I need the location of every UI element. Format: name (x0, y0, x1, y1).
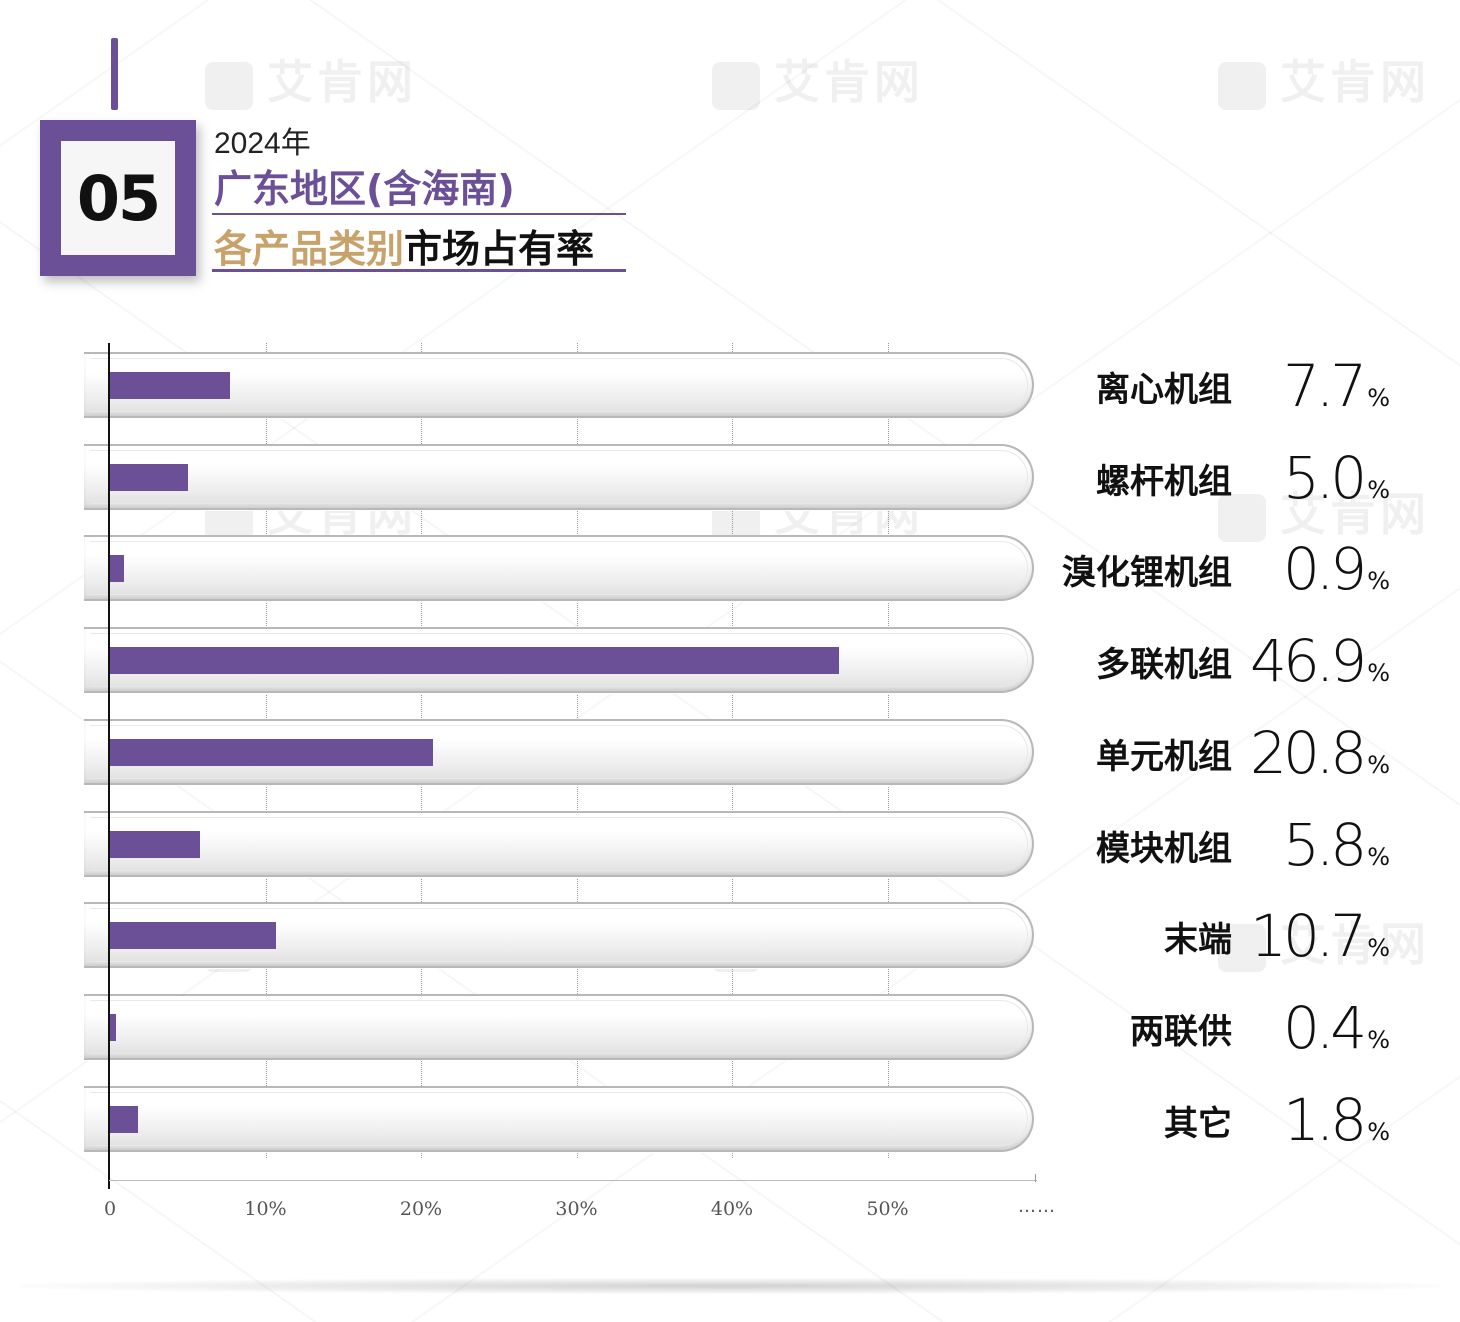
subtitle-dark: 市场占有率 (404, 227, 595, 271)
title-subtitle: 各产品类别市场占有率 (214, 218, 594, 273)
title-region: 广东地区(含海南) (214, 167, 515, 211)
value-label: 5.8% (1283, 811, 1390, 879)
watermark-logo-icon (1218, 493, 1266, 542)
x-tick-label: 30% (555, 1198, 598, 1220)
value-label: 10.7% (1250, 902, 1390, 970)
watermark-logo-icon (712, 61, 760, 110)
bar (110, 1105, 138, 1133)
category-label: 模块机组 (1096, 828, 1232, 869)
bar-track (84, 352, 1034, 418)
accent-line (111, 38, 118, 110)
bar (110, 1013, 117, 1041)
chart-row: 其它 1.8% (0, 1084, 1460, 1154)
subtitle-gold: 各产品类别 (214, 227, 405, 271)
value-number: 5.0 (1282, 443, 1367, 512)
value-number: 1.8 (1282, 1085, 1367, 1154)
y-axis (108, 343, 110, 1189)
bar-track (84, 535, 1034, 602)
value-label: 0.4% (1283, 994, 1390, 1062)
percent-sign: % (1367, 659, 1390, 688)
bar (110, 372, 230, 399)
value-number: 0.4 (1282, 993, 1367, 1062)
watermark: 艾肯网 (1218, 908, 1430, 974)
chart-row: 螺杆机组 5.0% (0, 442, 1460, 512)
x-tick-label: 0 (103, 1198, 117, 1220)
x-tick-label: 40% (710, 1198, 754, 1220)
chart-row: 多联机组 46.9% (0, 625, 1460, 695)
title-year: 2024年 (214, 127, 311, 160)
watermark-logo-icon (205, 61, 253, 110)
category-label: 末端 (1164, 920, 1232, 961)
x-axis-end-tick (1035, 1174, 1036, 1182)
x-tick-label: 20% (399, 1198, 443, 1220)
bar (110, 922, 277, 950)
chart-row: 溴化锂机组 0.9% (0, 533, 1460, 603)
chart-row: 模块机组 5.8% (0, 809, 1460, 879)
value-label: 1.8% (1283, 1086, 1390, 1154)
x-tick-label: 50% (866, 1198, 909, 1220)
watermark-logo-icon (1218, 61, 1266, 110)
chart-row: 单元机组 20.8% (0, 717, 1460, 787)
percent-sign: % (1367, 567, 1390, 596)
chart-row: 离心机组 7.7% (0, 350, 1460, 420)
bar (110, 738, 434, 766)
value-number: 0.9 (1282, 535, 1367, 604)
watermark: 艾肯网 (205, 46, 417, 112)
category-label: 溴化锂机组 (1062, 553, 1232, 594)
bar-track (84, 993, 1034, 1060)
value-number: 7.7 (1282, 352, 1367, 420)
category-label: 其它 (1164, 1103, 1232, 1144)
category-label: 多联机组 (1096, 645, 1232, 686)
category-label: 单元机组 (1096, 736, 1232, 777)
bar (110, 830, 201, 858)
watermark: 艾肯网 (712, 46, 924, 112)
section-number: 05 (61, 141, 175, 255)
percent-sign: % (1367, 934, 1390, 963)
bar (110, 647, 840, 675)
value-number: 10.7 (1250, 902, 1367, 971)
value-number: 5.8 (1282, 810, 1367, 879)
bar-track (84, 443, 1034, 510)
category-label: 两联供 (1130, 1011, 1232, 1052)
bar-track (84, 810, 1034, 877)
section-number-box: 05 (40, 120, 196, 276)
value-label: 46.9% (1250, 627, 1390, 695)
value-number: 20.8 (1250, 718, 1367, 787)
value-number: 46.9 (1250, 627, 1367, 696)
chart-row: 末端 10.7% (0, 900, 1460, 970)
bar-track (84, 1085, 1034, 1152)
percent-sign: % (1367, 750, 1390, 779)
watermark-logo-icon (1218, 923, 1266, 972)
title-divider (212, 213, 626, 215)
percent-sign: % (1367, 475, 1390, 504)
x-axis (109, 1180, 1037, 1181)
value-label: 20.8% (1250, 719, 1390, 787)
title-underline (212, 269, 626, 272)
percent-sign: % (1367, 842, 1390, 871)
x-tick-label: 10% (244, 1198, 287, 1220)
watermark: 艾肯网 (1218, 478, 1430, 544)
percent-sign: % (1367, 384, 1390, 412)
percent-sign: % (1367, 1117, 1390, 1146)
bar (110, 555, 124, 583)
watermark: 艾肯网 (1218, 46, 1430, 112)
value-label: 7.7% (1283, 352, 1390, 420)
value-label: 0.9% (1283, 535, 1390, 603)
value-label: 5.0% (1283, 444, 1390, 512)
category-label: 螺杆机组 (1096, 461, 1232, 502)
chart-row: 两联供 0.4% (0, 992, 1460, 1062)
bottom-shadow (20, 1278, 1440, 1294)
percent-sign: % (1367, 1025, 1390, 1054)
category-label: 离心机组 (1096, 370, 1232, 410)
bar (110, 463, 188, 491)
axis-break-ellipsis: …… (1018, 1196, 1056, 1217)
